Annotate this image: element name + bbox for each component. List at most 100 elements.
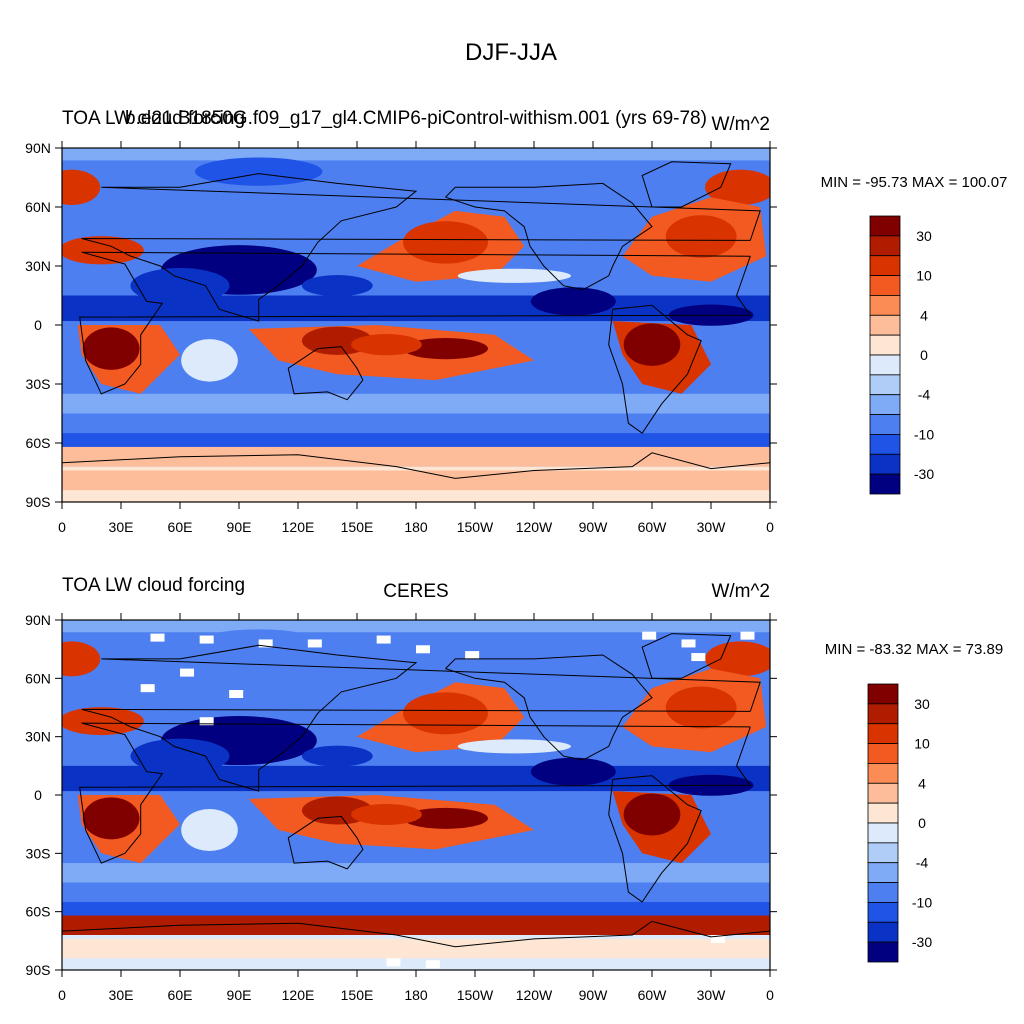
missing-data-patch [465,651,480,660]
lon-tick-label: 0 [766,987,774,1003]
field-blob [62,707,144,736]
coastline [79,722,752,864]
colorbar-swatch [869,354,901,376]
missing-data-patch [681,639,696,648]
field-blob [705,169,770,206]
colorbar-swatch [867,782,899,804]
coastline [445,654,653,761]
lat-tick-label: 60S [26,904,51,920]
missing-data-patch [740,631,755,640]
lon-tick-label: 60W [638,987,668,1003]
field-blob [665,215,737,258]
colorbar-swatch [869,473,901,495]
colorbar-swatch [867,703,899,725]
lon-tick-label: 120W [516,987,553,1003]
field-blob [301,745,373,767]
colorbar-swatch [867,902,899,923]
lon-tick-label: 30W [697,519,727,535]
coastline [608,775,702,903]
colorbar-swatch [869,314,901,336]
colorbar: 30 10 4 0 -4 -10 -30 [869,215,934,495]
lat-tick-label: 60S [26,435,51,451]
coastline [287,815,364,870]
lon-tick-label: 60E [168,987,193,1003]
missing-data-patch [140,684,155,693]
colorbar-swatch [867,683,899,705]
missing-data-patch [416,645,430,654]
coastline [287,346,364,401]
field-blob [530,757,616,786]
lat-tick-label: 0 [34,787,42,803]
field-blob [623,793,681,836]
field-blob [62,641,101,677]
colorbar-label: 30 [914,696,930,712]
colorbar-swatch [869,334,901,356]
lon-tick-label: 180 [404,987,428,1003]
panel-left-title: TOA LW cloud forcing [62,108,245,129]
colorbar-swatch [867,822,899,844]
colorbar-label: 4 [918,775,926,791]
panel-case-title: b.e21.B1850G.f09_g17_gl4.CMIP6-piControl… [125,108,707,129]
lon-tick-label: 150W [457,987,494,1003]
missing-data-patch [386,958,401,967]
field-band [62,915,770,935]
panel-model: TOA LW cloud forcing b.e21.B1850G.f09_g1… [25,108,1007,535]
colorbar-swatch [869,295,901,316]
colorbar-swatch [869,374,901,396]
colorbar-swatch [869,414,901,435]
panel-units: W/m^2 [711,581,770,602]
missing-data-patch [711,935,725,943]
coastline [445,182,653,291]
field-band [62,393,770,414]
field-band [62,148,770,161]
field-blob [457,739,571,754]
lon-tick-label: 0 [58,519,66,535]
lat-ticks: 90N 60N 30N 0 30S 60S 90S [25,612,777,978]
lat-ticks: 90N 60N 30N 0 30S 60S 90S [25,140,777,510]
lon-ticks: 0 30E 60E 90E 120E 150E 180 150W 120W 90W 60W 30W 0 [58,141,774,535]
lat-tick-label: 30S [26,376,51,392]
field-blob [403,221,488,264]
field-blob [457,268,571,283]
field-blob [62,236,144,265]
lon-tick-label: 30E [109,519,134,535]
coastlines [62,161,770,479]
field-blob [705,641,770,677]
lat-tick-label: 60N [25,670,51,686]
colorbar-swatch [869,275,901,296]
coastlines [62,633,770,948]
lat-tick-label: 30N [25,258,51,274]
field-band [62,446,770,467]
colorbar-label: 10 [914,736,930,752]
panel-units: W/m^2 [711,114,770,135]
field-band [62,863,770,883]
lon-tick-label: 90E [227,519,252,535]
colorbar-label: -10 [912,894,932,910]
lon-tick-label: 150E [341,519,374,535]
coastline [641,161,732,208]
lat-tick-label: 90S [26,494,51,510]
missing-data-patch [691,653,706,662]
field-blob [62,169,101,206]
lat-tick-label: 90S [26,962,51,978]
field-blob [181,809,238,851]
panel-observations: TOA LW cloud forcing CERES W/m^2 90N 60N 3… [25,575,1003,1003]
lon-tick-label: 90W [579,987,609,1003]
missing-data-patch [307,639,322,648]
colorbar-swatch [867,882,899,903]
lon-tick-label: 60W [638,519,668,535]
min-max-label: MIN = -95.73 MAX = 100.07 [821,174,1008,191]
lon-tick-label: 120W [516,519,553,535]
field-blob [130,738,230,774]
colorbar-swatch [867,921,899,943]
colorbar-label: -4 [918,387,931,403]
colorbar-swatch [867,743,899,764]
lat-tick-label: 90N [25,140,51,156]
field-blob [403,337,488,360]
colorbar-swatch [867,723,899,744]
lon-tick-label: 0 [766,519,774,535]
colorbar-swatch [867,802,899,824]
lon-tick-label: 120E [282,987,315,1003]
panel-left-title: TOA LW cloud forcing [62,575,245,596]
colorbar-label: 0 [918,815,926,831]
